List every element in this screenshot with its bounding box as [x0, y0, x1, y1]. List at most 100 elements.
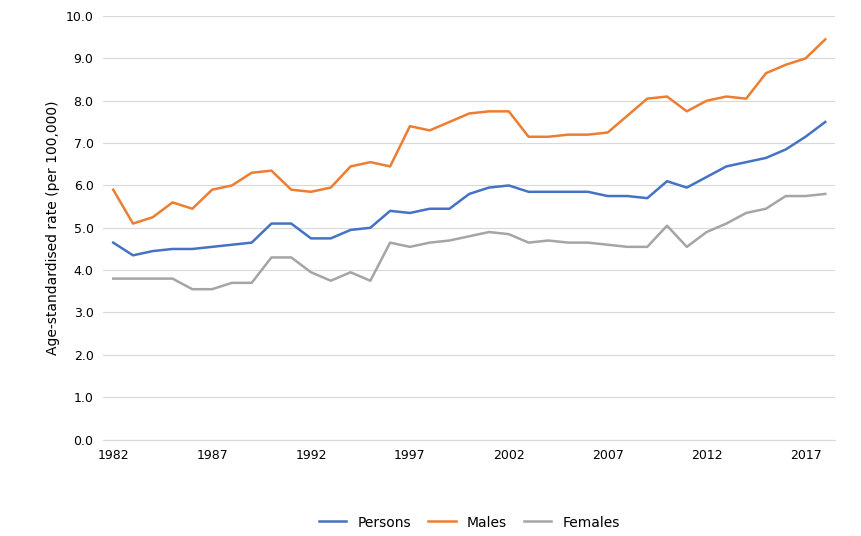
- Persons: [187, 245, 197, 252]
- Males: [345, 163, 356, 169]
- Males: [741, 95, 752, 102]
- Persons: [424, 205, 435, 212]
- Males: [821, 36, 831, 42]
- Persons: [603, 193, 613, 199]
- Females: [484, 229, 494, 235]
- Females: [563, 240, 573, 246]
- Persons: [306, 235, 316, 242]
- Persons: [464, 191, 474, 197]
- Females: [722, 220, 732, 227]
- Line: Males: Males: [113, 39, 826, 224]
- Females: [464, 233, 474, 240]
- Males: [583, 131, 593, 138]
- Persons: [781, 146, 791, 153]
- Males: [286, 187, 296, 193]
- Persons: [583, 189, 593, 195]
- Females: [504, 231, 514, 237]
- Persons: [662, 178, 672, 184]
- Males: [543, 133, 554, 140]
- Males: [266, 167, 276, 174]
- Persons: [484, 184, 494, 191]
- Females: [385, 240, 395, 246]
- Males: [563, 131, 573, 138]
- Persons: [345, 227, 356, 233]
- Line: Females: Females: [113, 194, 826, 289]
- Females: [682, 244, 692, 250]
- Persons: [682, 184, 692, 191]
- Females: [781, 193, 791, 199]
- Males: [504, 108, 514, 115]
- Persons: [365, 225, 375, 231]
- Persons: [504, 182, 514, 189]
- Males: [642, 95, 653, 102]
- Persons: [623, 193, 633, 199]
- Males: [484, 108, 494, 115]
- Persons: [167, 245, 177, 252]
- Males: [167, 199, 177, 206]
- Females: [266, 254, 276, 260]
- Females: [801, 193, 811, 199]
- Females: [325, 278, 336, 284]
- Females: [583, 240, 593, 246]
- Persons: [543, 189, 554, 195]
- Males: [187, 205, 197, 212]
- Persons: [147, 248, 158, 254]
- Males: [761, 70, 771, 77]
- Persons: [266, 220, 276, 227]
- Males: [662, 93, 672, 100]
- Females: [207, 286, 217, 293]
- Line: Persons: Persons: [113, 122, 826, 255]
- Females: [187, 286, 197, 293]
- Y-axis label: Age-standardised rate (per 100,000): Age-standardised rate (per 100,000): [46, 101, 60, 355]
- Males: [702, 98, 712, 104]
- Persons: [385, 207, 395, 214]
- Persons: [286, 220, 296, 227]
- Males: [682, 108, 692, 115]
- Females: [345, 269, 356, 276]
- Males: [108, 187, 118, 193]
- Females: [623, 244, 633, 250]
- Persons: [325, 235, 336, 242]
- Males: [405, 123, 415, 129]
- Females: [286, 254, 296, 260]
- Females: [365, 278, 375, 284]
- Males: [127, 220, 138, 227]
- Females: [127, 276, 138, 282]
- Females: [543, 237, 554, 244]
- Males: [365, 159, 375, 166]
- Females: [226, 280, 237, 286]
- Persons: [127, 252, 138, 258]
- Females: [405, 244, 415, 250]
- Females: [167, 276, 177, 282]
- Persons: [405, 210, 415, 216]
- Persons: [761, 155, 771, 161]
- Males: [444, 119, 455, 125]
- Persons: [722, 163, 732, 169]
- Males: [147, 214, 158, 220]
- Females: [147, 276, 158, 282]
- Persons: [801, 133, 811, 140]
- Females: [662, 222, 672, 229]
- Females: [424, 240, 435, 246]
- Persons: [702, 174, 712, 180]
- Females: [761, 205, 771, 212]
- Males: [623, 113, 633, 119]
- Males: [424, 127, 435, 133]
- Persons: [523, 189, 534, 195]
- Persons: [226, 242, 237, 248]
- Persons: [207, 244, 217, 250]
- Females: [702, 229, 712, 235]
- Persons: [563, 189, 573, 195]
- Males: [781, 62, 791, 68]
- Females: [246, 280, 257, 286]
- Males: [603, 129, 613, 136]
- Females: [444, 237, 455, 244]
- Persons: [444, 205, 455, 212]
- Males: [523, 133, 534, 140]
- Females: [741, 210, 752, 216]
- Males: [306, 189, 316, 195]
- Persons: [821, 119, 831, 125]
- Legend: Persons, Males, Females: Persons, Males, Females: [313, 510, 625, 535]
- Males: [801, 55, 811, 62]
- Males: [385, 163, 395, 169]
